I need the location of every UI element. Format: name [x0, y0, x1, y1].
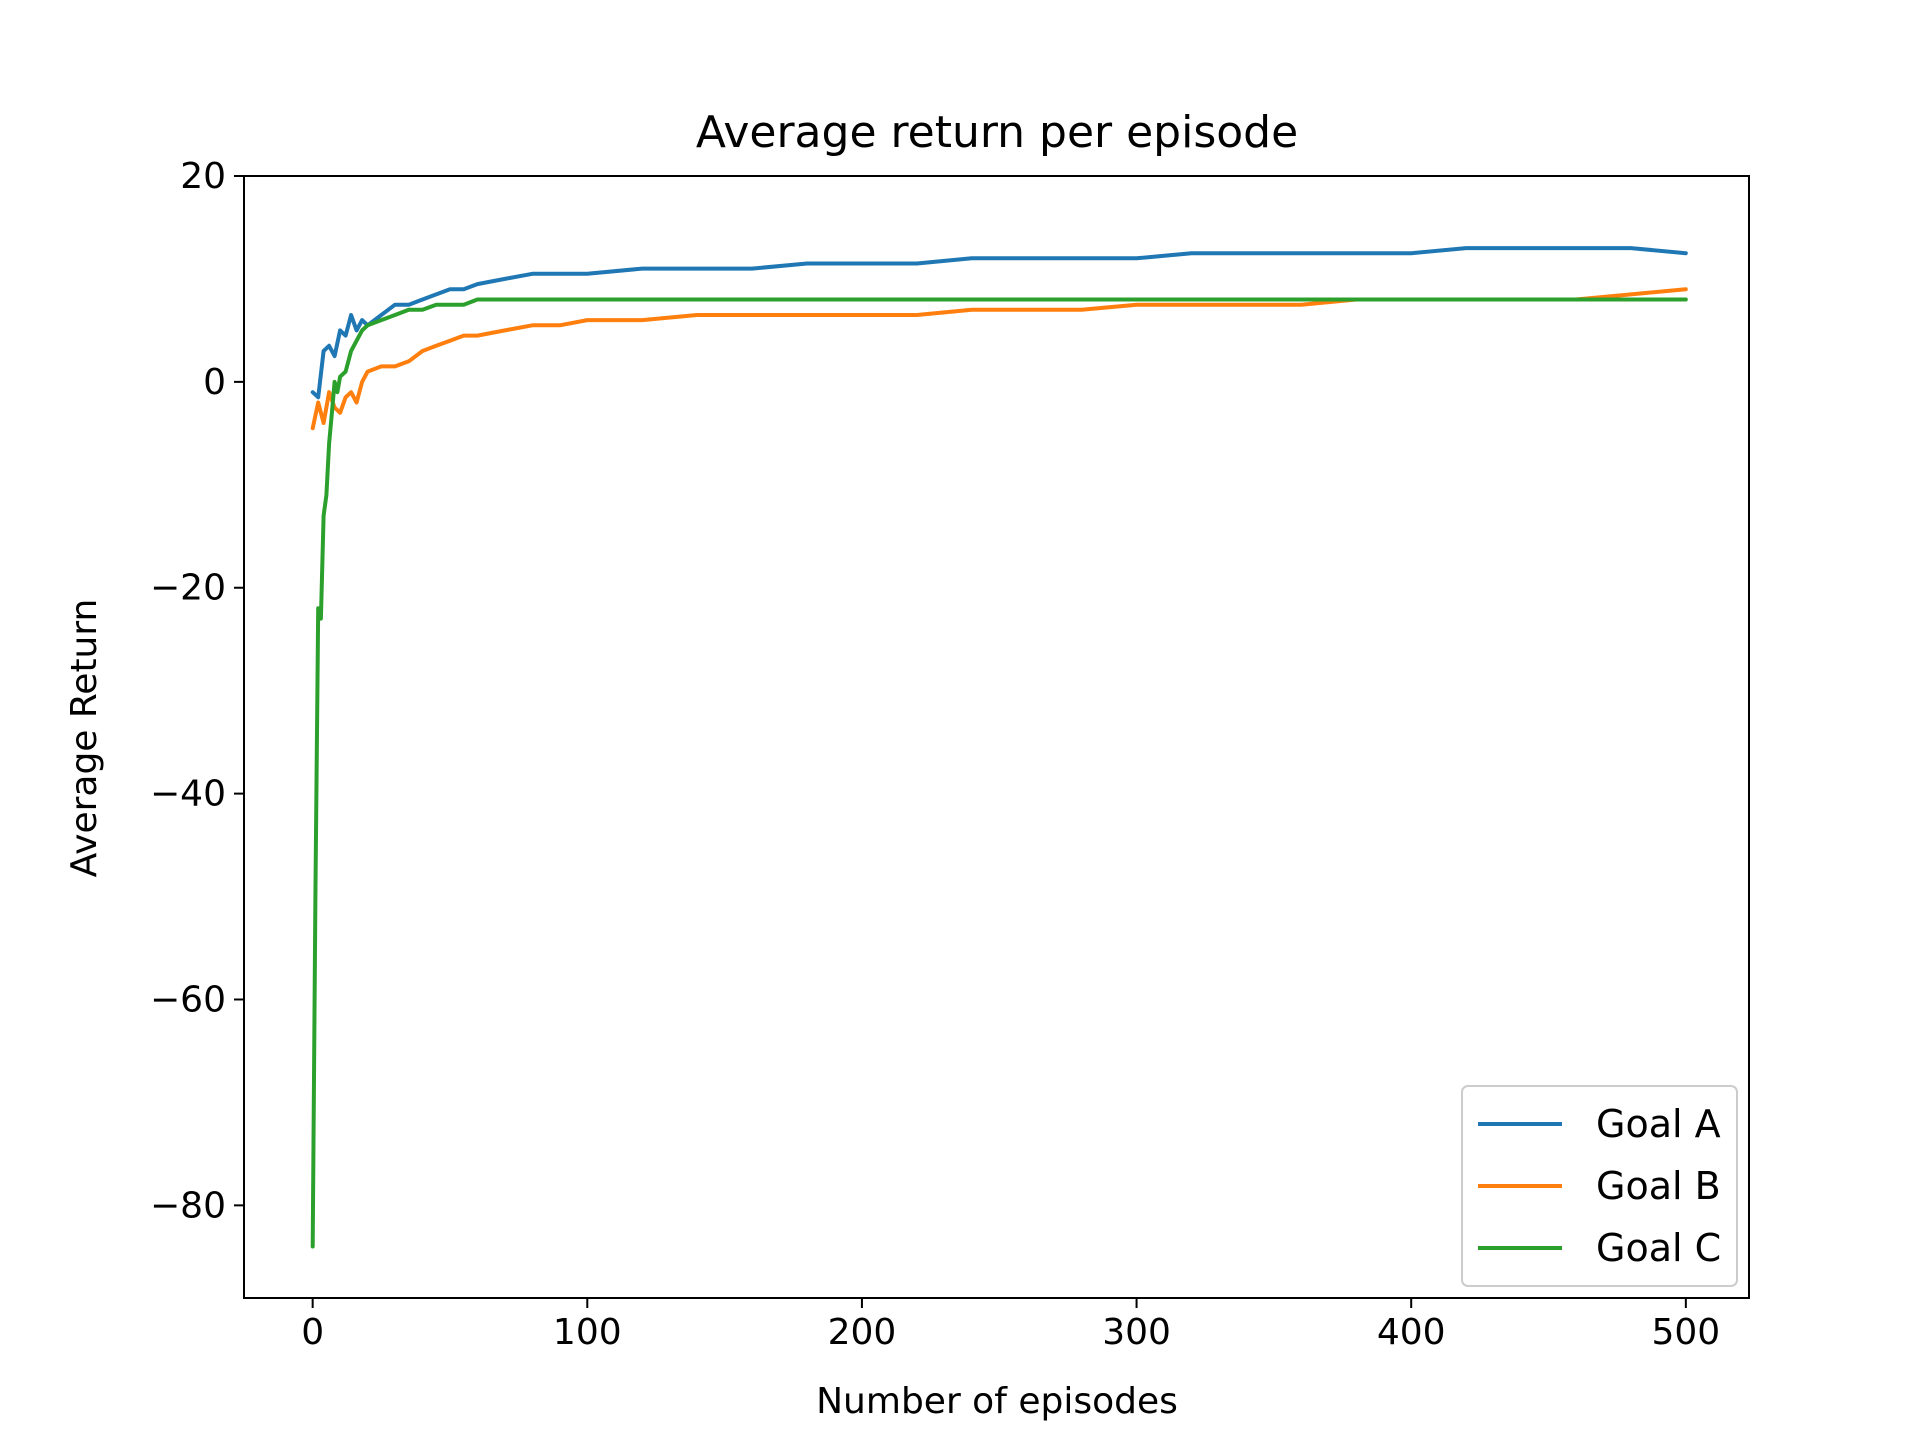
- legend-label: Goal B: [1596, 1164, 1721, 1208]
- plot-frame: [243, 175, 1750, 1299]
- x-tick-label: 100: [553, 1312, 622, 1353]
- legend: Goal A Goal B Goal C: [1461, 1085, 1738, 1287]
- legend-label: Goal C: [1596, 1226, 1721, 1270]
- legend-label: Goal A: [1596, 1102, 1721, 1146]
- legend-box: [1461, 1085, 1738, 1287]
- series-line-1: [310, 246, 1688, 400]
- x-tick-label: 200: [828, 1312, 897, 1353]
- x-tick-label: 500: [1651, 1312, 1720, 1353]
- x-tick-label: 300: [1102, 1312, 1171, 1353]
- x-axis-label: Number of episodes: [816, 1381, 1178, 1422]
- y-tick-label: −40: [150, 774, 226, 815]
- y-axis-label: Average Return: [64, 599, 105, 878]
- y-tick-label: 20: [180, 156, 226, 197]
- y-tick-label: −20: [150, 568, 226, 609]
- series-layer: [310, 246, 1688, 1249]
- series-line-3: [310, 297, 1688, 1249]
- x-tick-label: 400: [1377, 1312, 1446, 1353]
- series-line-2: [310, 287, 1688, 431]
- x-tick-label: 0: [301, 1312, 324, 1353]
- chart-title: Average return per episode: [696, 107, 1298, 158]
- y-tick-label: −80: [150, 1185, 226, 1226]
- y-tick-label: 0: [203, 362, 226, 403]
- y-tick-label: −60: [150, 979, 226, 1020]
